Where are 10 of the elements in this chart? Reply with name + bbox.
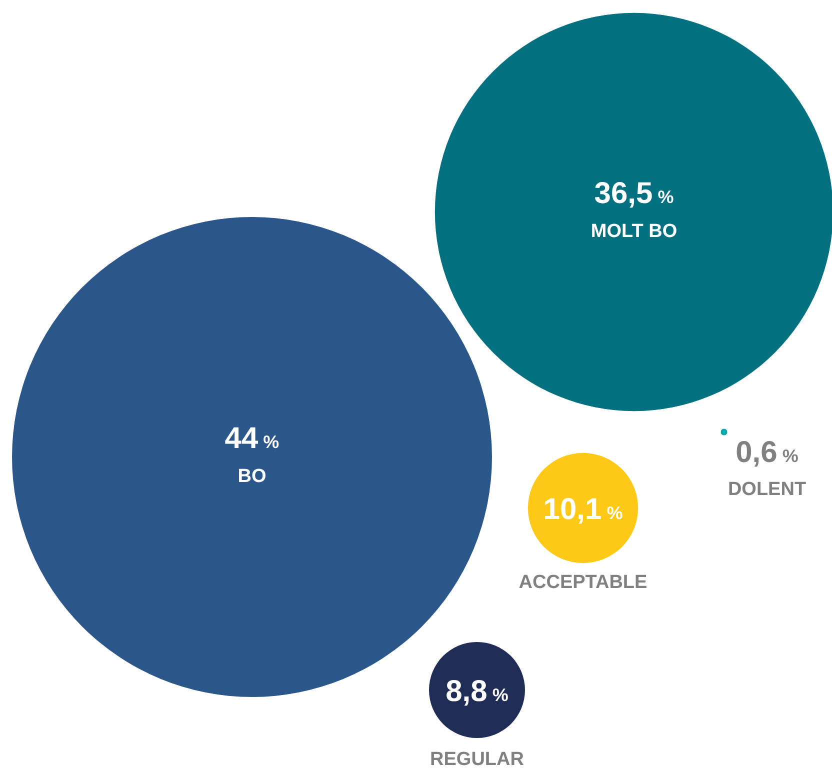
category-label: REGULAR <box>430 749 524 770</box>
category-label: DOLENT <box>728 479 806 500</box>
data-label: 36,5 % <box>594 177 674 210</box>
data-label: 0,6 % <box>736 436 798 469</box>
category-label: BO <box>238 466 266 487</box>
data-label: 8,8 % <box>446 675 508 708</box>
category-label: ACCEPTABLE <box>518 572 648 593</box>
category-label: MOLT BO <box>590 221 678 242</box>
data-label: 44 % <box>224 422 280 455</box>
data-label: 10,1 % <box>543 493 623 526</box>
